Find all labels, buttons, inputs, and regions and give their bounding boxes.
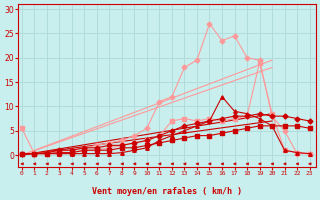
X-axis label: Vent moyen/en rafales ( km/h ): Vent moyen/en rafales ( km/h ) [92,187,242,196]
